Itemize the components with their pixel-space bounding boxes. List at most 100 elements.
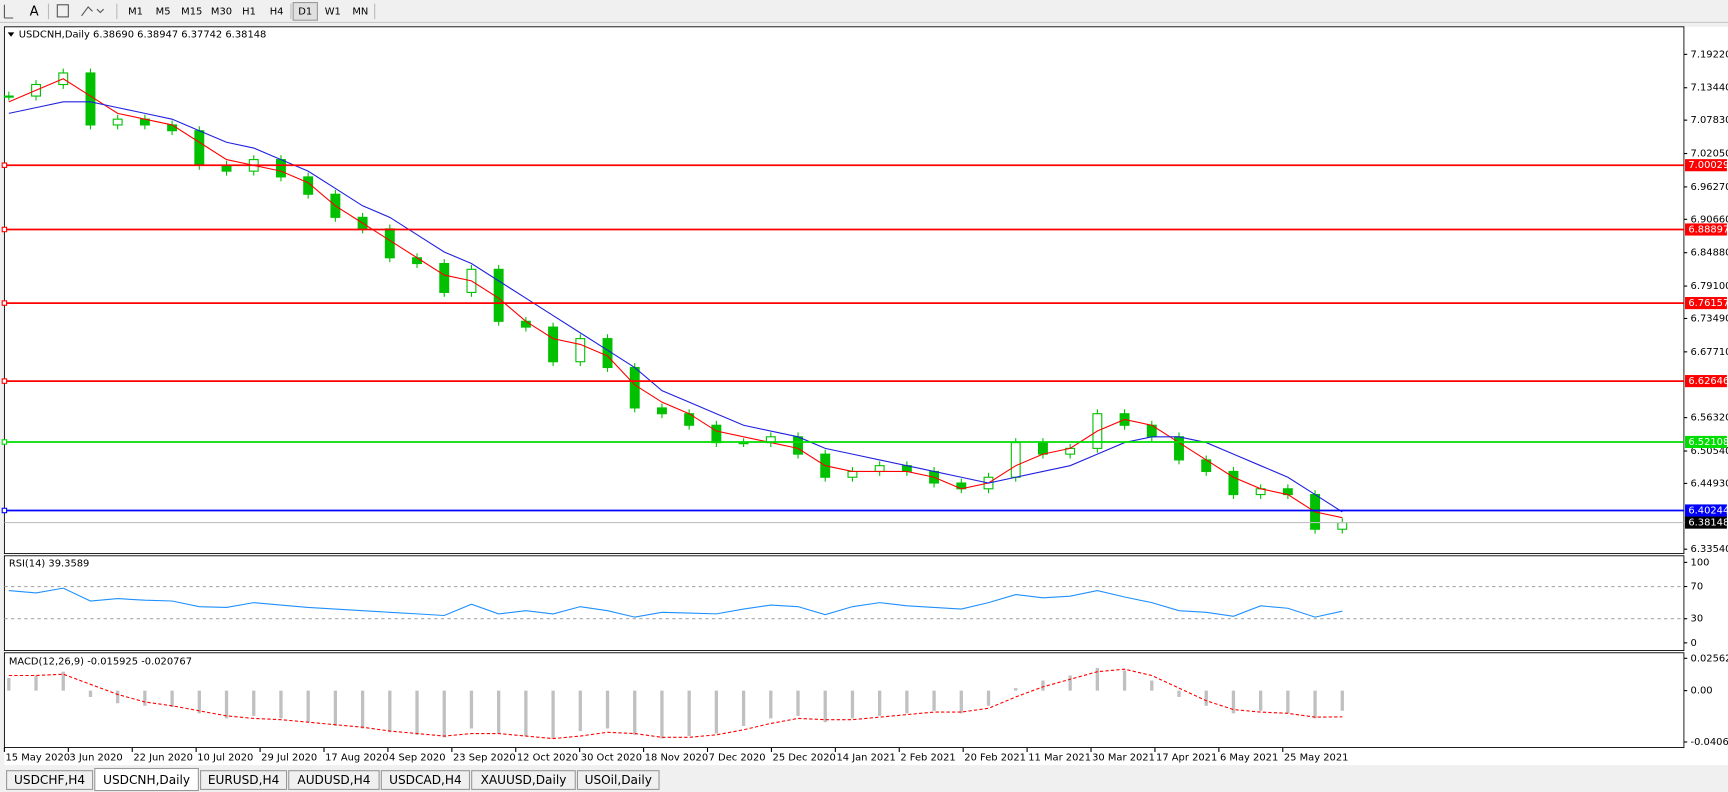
date-label: 23 Sep 2020 [453,752,516,763]
rsi-tick-label: 100 [1691,557,1710,568]
level-marker [1,439,8,445]
slow-moving-average [8,101,1343,513]
tab-label[interactable]: XAUUSD,Daily [481,773,567,787]
level-price-box [1685,375,1727,388]
level-price-box [1685,159,1727,172]
macd-histogram-bar [741,690,746,726]
level-price-label: 6.52108 [1688,437,1728,448]
macd-histogram-bar [497,690,501,734]
tab[interactable] [471,770,576,790]
timeframe-label[interactable]: D1 [298,6,312,17]
candle-body [85,72,96,126]
macd-histogram-bar [7,678,11,691]
timeframe-label[interactable]: M5 [156,6,171,17]
tab-label[interactable]: AUDUSD,H4 [297,773,370,787]
chart-title: USDCNH,Daily 6.38690 6.38947 6.37742 6.3… [19,30,267,41]
tab-label[interactable]: USDCAD,H4 [389,773,462,787]
macd-histogram-bar [360,690,365,729]
macd-histogram-bar [1313,690,1317,719]
text-tool[interactable]: A [30,4,39,19]
chart-area [4,26,1728,766]
candle-body [847,470,858,478]
candle-body [221,164,232,172]
tab-label[interactable]: USDCHF,H4 [14,773,85,787]
macd-histogram-bar [524,690,528,737]
level-price-label: 7.00029 [1688,160,1728,171]
price-tick-label: 7.13440 [1691,83,1728,94]
price-tick-label: 6.96270 [1691,182,1728,193]
candle-body [1037,442,1048,455]
date-label: 25 May 2021 [1284,752,1349,763]
rsi-line [8,587,1343,618]
level-marker [1,378,8,384]
price-tick-label: 6.84880 [1691,248,1728,259]
tab[interactable] [200,770,288,790]
level-price-label: 6.76157 [1688,298,1728,309]
tab[interactable] [94,767,199,792]
macd-histogram-bar [551,690,555,739]
tab-label[interactable]: EURUSD,H4 [208,773,280,787]
timeframe-label[interactable]: M30 [211,6,232,17]
tab-label[interactable]: USDCNH,Daily [103,773,190,787]
candle-body [493,268,504,322]
tab[interactable] [288,770,380,790]
date-label: 22 Jun 2020 [133,752,193,763]
candle-body [1228,470,1239,496]
candle-body [3,95,14,98]
macd-histogram-bar [442,690,446,738]
date-label: 20 Feb 2021 [964,752,1026,763]
macd-histogram-bar [1231,690,1236,714]
macd-histogram-bar [170,690,174,708]
date-label: 17 Aug 2020 [325,752,388,763]
price-tick-label: 7.07830 [1691,115,1728,126]
level-marker [1,507,8,514]
level-price-box [1685,504,1727,517]
rsi-tick-label: 30 [1691,614,1704,625]
level-price-box [1685,435,1727,449]
candle-body [275,159,286,178]
macd-histogram-bar [714,690,719,734]
label-icon [56,4,69,18]
timeframe-label[interactable]: H1 [242,6,256,17]
macd-signal-line [8,668,1343,740]
timeframe-label[interactable]: M1 [128,6,143,17]
price-tick-label: 6.90660 [1691,214,1728,225]
candle-body [629,366,640,409]
tab[interactable] [576,770,660,790]
date-label: 11 Mar 2021 [1028,752,1091,763]
macd-histogram-bar [415,690,419,735]
candle-body [874,465,885,473]
macd-histogram-bar [769,690,773,719]
tab[interactable] [6,770,94,790]
level-price-label: 6.62646 [1688,376,1728,387]
price-tick-label: 6.33540 [1691,544,1728,555]
toolbar [0,0,1728,23]
date-label: 4 Sep 2020 [389,752,445,763]
date-label: 30 Oct 2020 [581,752,642,763]
tab[interactable] [380,770,471,790]
macd-histogram-bar [61,671,65,691]
macd-histogram-bar [850,690,855,719]
macd-histogram-bar [823,690,827,723]
date-label: 17 Apr 2021 [1156,752,1217,763]
tab-label[interactable]: USOil,Daily [585,773,652,787]
macd-histogram-bar [116,690,120,704]
candle-body [439,262,450,293]
level-marker [1,162,8,168]
level-price-label: 6.40244 [1688,505,1728,516]
macd-histogram-bar [687,690,691,737]
macd-histogram-bar [469,690,474,729]
timeframe-label[interactable]: M15 [181,6,202,17]
macd-histogram-bar [34,675,38,691]
tab-bar [0,767,1728,792]
timeframe-label[interactable]: W1 [325,6,341,17]
timeframe-label[interactable]: MN [352,6,368,17]
timeframe-label[interactable]: H4 [270,6,284,17]
candle-body [1337,522,1348,530]
macd-histogram-bar [905,690,909,714]
rsi-label: RSI(14) 39.3589 [9,559,90,570]
timeframe-button[interactable] [292,2,318,21]
fast-moving-average [8,78,1343,519]
price-tick-label: 6.79100 [1691,281,1728,292]
shapes-icon [81,6,104,17]
